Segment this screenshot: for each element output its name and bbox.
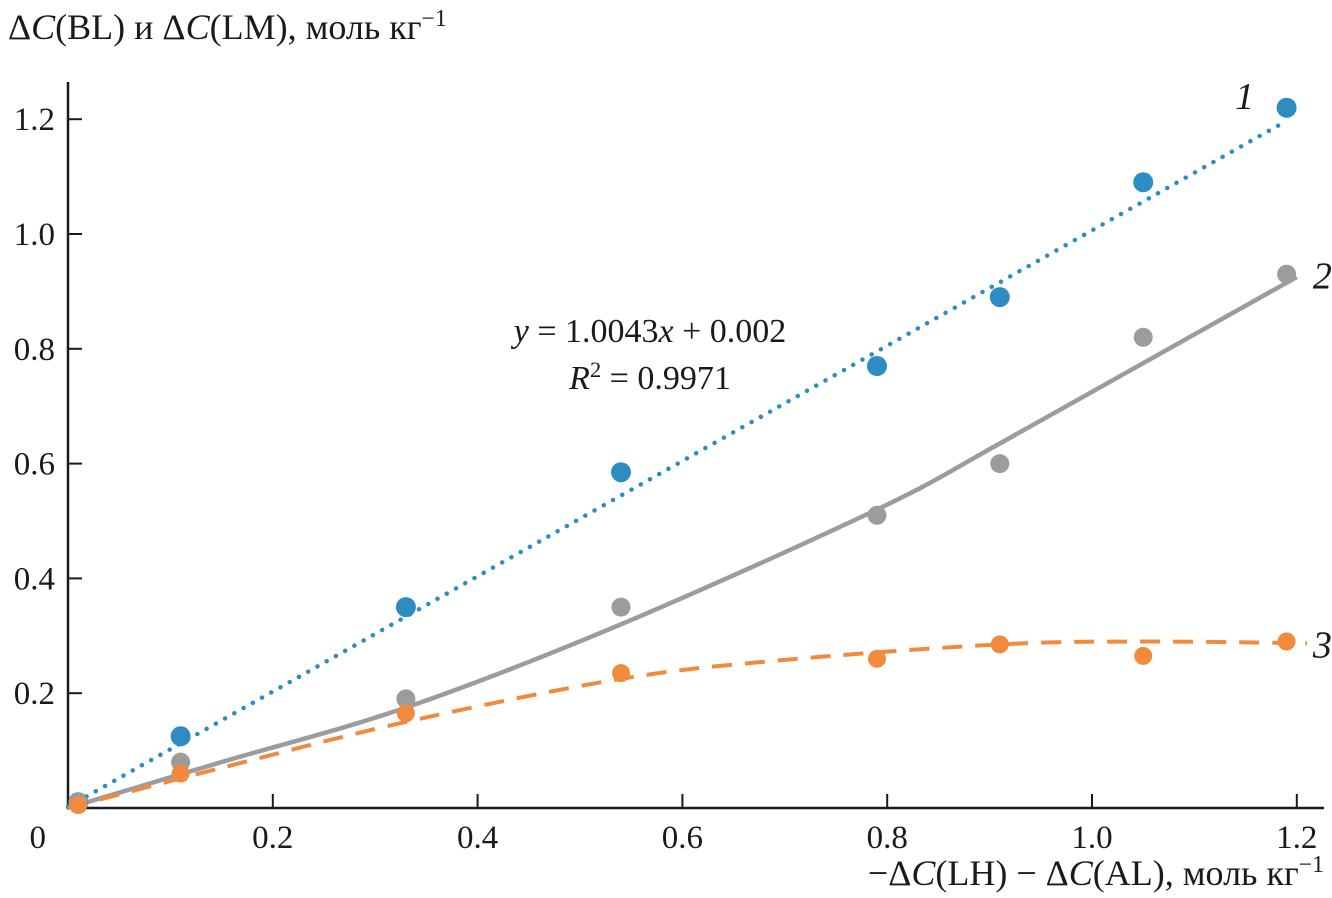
series-2-trend-line xyxy=(67,275,1298,811)
series-1-label: 1 xyxy=(1235,76,1254,118)
text-segment: (LH) − Δ xyxy=(935,853,1069,893)
text-segment: (AL), моль кг xyxy=(1092,853,1299,893)
series-2-label: 2 xyxy=(1313,256,1332,298)
series-1-point xyxy=(170,726,191,747)
series-2-point xyxy=(1277,264,1297,284)
text-segment: −Δ xyxy=(867,853,912,893)
series-3-point xyxy=(69,796,88,815)
y-tick-label: 1.2 xyxy=(14,102,55,138)
series-2-point xyxy=(1133,327,1153,347)
y-tick-label: 0.8 xyxy=(14,332,55,368)
text-segment: = 1.0043 xyxy=(528,313,659,350)
text-segment: C xyxy=(1068,853,1093,893)
y-tick-label: 0.2 xyxy=(14,676,55,712)
series-3-point xyxy=(1134,646,1153,665)
series-2-point xyxy=(611,597,631,617)
series-3-point xyxy=(868,649,886,668)
series-3-point xyxy=(1277,632,1296,651)
text-segment: Δ xyxy=(8,7,32,47)
series-1-point xyxy=(1276,97,1297,118)
series-1-point xyxy=(611,462,631,483)
series-3-trend-line xyxy=(67,639,1308,810)
series-3-point xyxy=(612,664,630,683)
y-axis-title: ΔC(BL) и ΔC(LM), моль кг−1 xyxy=(8,6,447,48)
series-3-point xyxy=(990,635,1009,654)
y-tick-label: 0.4 xyxy=(14,561,55,597)
text-segment: −1 xyxy=(1298,851,1324,878)
x-tick-label: 0.6 xyxy=(662,820,703,856)
equation-text: y = 1.0043x + 0.002 xyxy=(450,308,850,355)
text-segment: 2 xyxy=(589,356,602,382)
x-tick-label: 1.2 xyxy=(1276,820,1317,856)
x-tick-label: 0.4 xyxy=(457,820,498,856)
y-tick-label: 0.6 xyxy=(14,447,55,483)
x-tick-label: 0.8 xyxy=(867,820,908,856)
text-segment: (LM), моль кг xyxy=(209,7,422,47)
text-segment: x xyxy=(658,313,674,350)
series-1-point xyxy=(395,597,416,618)
series-3-point xyxy=(396,704,415,723)
x-tick-label: 1.0 xyxy=(1071,820,1112,856)
text-segment: = 0.9971 xyxy=(601,360,731,397)
text-segment: (BL) и Δ xyxy=(55,7,186,47)
series-3-label: 3 xyxy=(1312,625,1332,667)
x-tick-label: 0.2 xyxy=(252,820,293,856)
series-3-point xyxy=(171,764,190,783)
text-segment: R xyxy=(569,360,590,397)
trendline-equation: y = 1.0043x + 0.002 R2 = 0.9971 xyxy=(450,308,850,405)
text-segment: C xyxy=(185,7,210,47)
origin-zero-label: 0 xyxy=(30,820,47,856)
text-segment: C xyxy=(31,7,56,47)
series-1-point xyxy=(989,287,1010,308)
series-1-point xyxy=(1133,172,1154,193)
series-1-point xyxy=(867,356,887,376)
series-1-trend-line xyxy=(65,118,1289,810)
text-segment: y xyxy=(513,313,529,350)
r-squared-text: R2 = 0.9971 xyxy=(450,355,850,405)
x-axis-title: −ΔC(LH) − ΔC(AL), моль кг−1 xyxy=(868,852,1324,894)
text-segment: −1 xyxy=(421,5,447,32)
series-2-point xyxy=(396,689,416,709)
series-2-point xyxy=(867,505,887,525)
text-segment: C xyxy=(911,853,936,893)
series-2-point xyxy=(990,454,1010,474)
y-tick-label: 1.0 xyxy=(14,217,55,253)
text-segment: + 0.002 xyxy=(673,313,787,350)
